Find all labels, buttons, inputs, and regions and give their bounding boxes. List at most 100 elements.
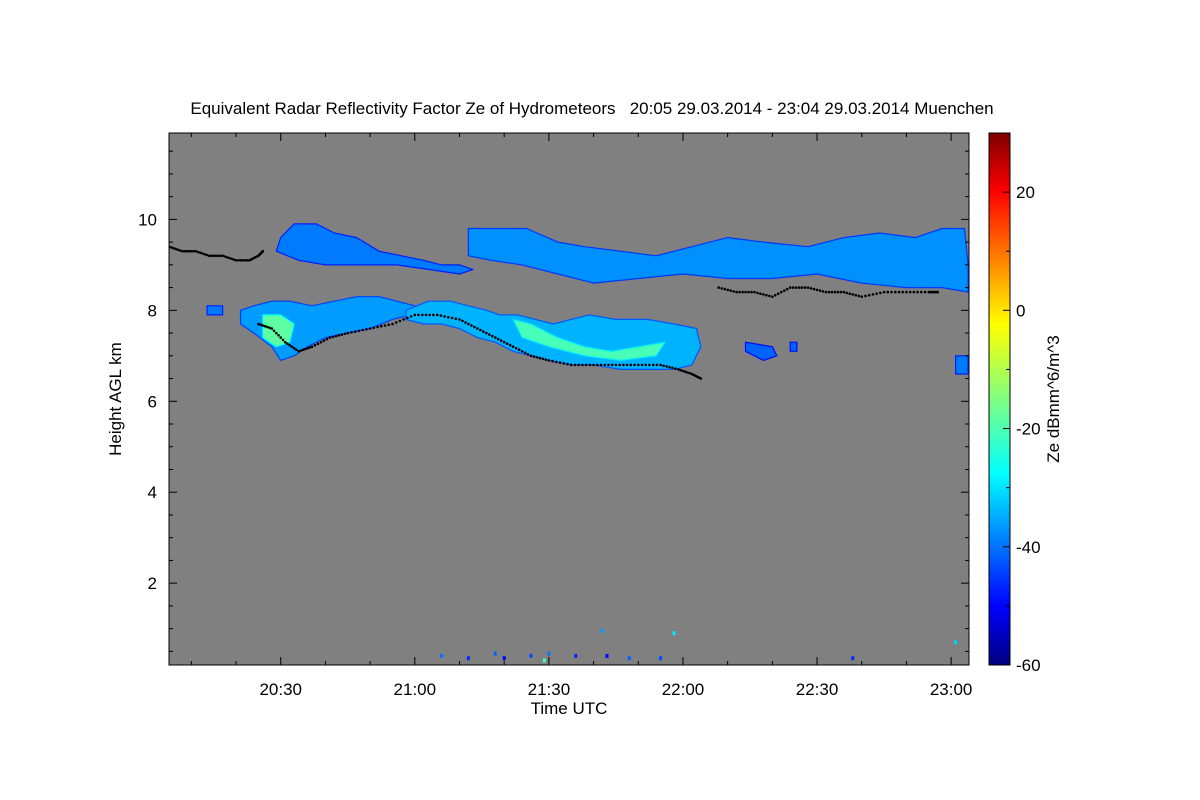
cloud-base-point (774, 293, 777, 297)
cloud-base-point (744, 290, 747, 294)
cloud-base-point (343, 332, 347, 336)
echo-layer-1 (275, 223, 474, 275)
x-tick-label: 22:00 (662, 680, 705, 699)
cloud-base-point (201, 252, 204, 255)
echo-layers (206, 223, 969, 375)
cloud-base-point (681, 369, 685, 373)
cloud-base-point (851, 293, 855, 296)
cloud-base-point (331, 335, 335, 339)
cloud-base-point (523, 351, 527, 355)
cloud-base-point (679, 368, 682, 372)
cloud-base-point (482, 330, 485, 333)
cloud-base-point (848, 292, 852, 296)
cloud-base-point (194, 249, 198, 253)
cloud-base-point (720, 287, 723, 290)
cloud-base-point (845, 291, 849, 295)
cloud-base-point (292, 346, 296, 350)
cloud-base-point (178, 249, 182, 252)
cloud-base-point (261, 249, 265, 253)
cloud-base-point (818, 289, 822, 292)
cloud-base-point (803, 286, 807, 289)
cloud-base-point (499, 339, 503, 342)
cloud-base-point (783, 289, 786, 292)
cloud-base-point (517, 348, 521, 352)
cloud-base-point (279, 336, 283, 339)
cloud-base-point (319, 340, 323, 344)
cloud-base-point (809, 287, 813, 290)
cloud-base-point (839, 290, 843, 294)
cloud-base-point (573, 363, 577, 367)
cloud-base-point (299, 349, 303, 352)
cloud-base-point (214, 254, 218, 258)
echo-layer-5 (262, 314, 295, 348)
cloud-base-point (864, 294, 867, 298)
cloud-base-point (417, 313, 420, 317)
cloud-base-point (263, 324, 267, 328)
cloud-base-point (413, 313, 417, 317)
cloud-base-point (473, 325, 476, 329)
cloud-base-point (313, 343, 317, 347)
cloud-base-point (421, 313, 424, 317)
cloud-base-point (257, 322, 260, 326)
cloud-base-point (372, 326, 376, 330)
cloud-base-point (212, 254, 215, 258)
speckle-point (659, 656, 663, 661)
cloud-base-point (172, 246, 175, 250)
speckle-point (601, 628, 604, 633)
y-tick-label: 2 (148, 574, 157, 593)
x-axis-label: Time UTC (531, 699, 608, 718)
plot-background (169, 133, 969, 665)
echo-layer-9 (789, 341, 798, 352)
cloud-base-point (610, 363, 614, 367)
cloud-base-point (815, 288, 819, 292)
cloud-base-point (268, 326, 271, 330)
cloud-base-point (875, 292, 878, 296)
cloud-base-point (295, 348, 298, 352)
cloud-base-point (216, 254, 220, 258)
cloud-base-point (239, 259, 242, 262)
cloud-base-point (759, 292, 762, 296)
cloud-base-point (780, 290, 783, 294)
cloud-base-point (479, 328, 482, 332)
chart-title: Equivalent Radar Reflectivity Factor Ze … (190, 99, 993, 118)
cloud-base-point (261, 324, 265, 327)
cloud-base-point (334, 334, 338, 338)
cloud-base-point (765, 293, 768, 297)
cloud-base-point (599, 363, 603, 367)
cloud-base-point (306, 346, 309, 350)
cloud-base-point (753, 290, 756, 294)
cloud-base-point (464, 321, 467, 324)
cloud-base-point (562, 362, 566, 365)
cloud-base-point (726, 288, 729, 292)
cloud-base-point (648, 363, 651, 367)
cloud-base-point (241, 259, 244, 262)
echo-layer-6 (512, 318, 666, 361)
cloud-base-point (668, 365, 671, 369)
cloud-base-point (625, 363, 629, 367)
cloud-base-point (908, 290, 912, 294)
cloud-base-point (297, 350, 300, 353)
cloud-base-point (232, 258, 236, 261)
cloud-base-point (830, 290, 834, 294)
cloud-base-point (551, 359, 554, 363)
cloud-base-point (558, 361, 562, 364)
colorbar-tick-label: -20 (1016, 420, 1041, 439)
echo-layer-7 (206, 305, 224, 316)
cloud-base-point (584, 363, 588, 367)
cloud-base-point (741, 290, 744, 294)
cloud-base-point (738, 290, 741, 294)
cloud-base-point (622, 363, 625, 367)
cloud-base-point (747, 290, 750, 294)
cloud-base-point (203, 253, 207, 256)
cloud-base-point (526, 353, 530, 356)
y-axis-label: Height AGL km (106, 342, 125, 456)
cloud-base-point (340, 333, 344, 336)
cloud-base-point (514, 346, 518, 350)
cloud-base-point (398, 319, 402, 323)
cloud-base-point (304, 347, 307, 351)
cloud-base-point (270, 327, 274, 330)
cloud-base-point (732, 290, 735, 293)
near-surface-speckles (440, 628, 958, 663)
cloud-base-point (234, 259, 238, 262)
cloud-base-point (677, 368, 680, 371)
